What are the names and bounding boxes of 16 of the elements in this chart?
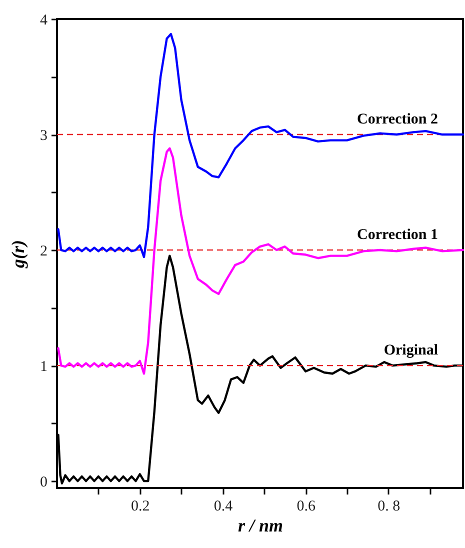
y-tick-label: 0 [40,474,48,491]
y-tick-label: 3 [40,128,48,144]
series-label: Original [384,342,438,359]
y-axis-title: g(r) [8,240,28,269]
series-label: Correction 2 [357,112,438,128]
series-label: Correction 1 [357,227,438,244]
x-tick-label: 0.2 [130,498,150,514]
x-axis-title: r / nm [238,516,284,536]
x-tick-label: 0.4 [214,498,234,514]
line-series [57,32,464,258]
y-tick-label: 2 [40,244,48,260]
line-series [57,147,464,375]
x-tick-label: 0. 8 [378,498,400,514]
y-tick-label: 1 [40,359,48,376]
y-tick-label: 4 [40,12,48,28]
x-tick-label: 0.6 [296,498,316,514]
